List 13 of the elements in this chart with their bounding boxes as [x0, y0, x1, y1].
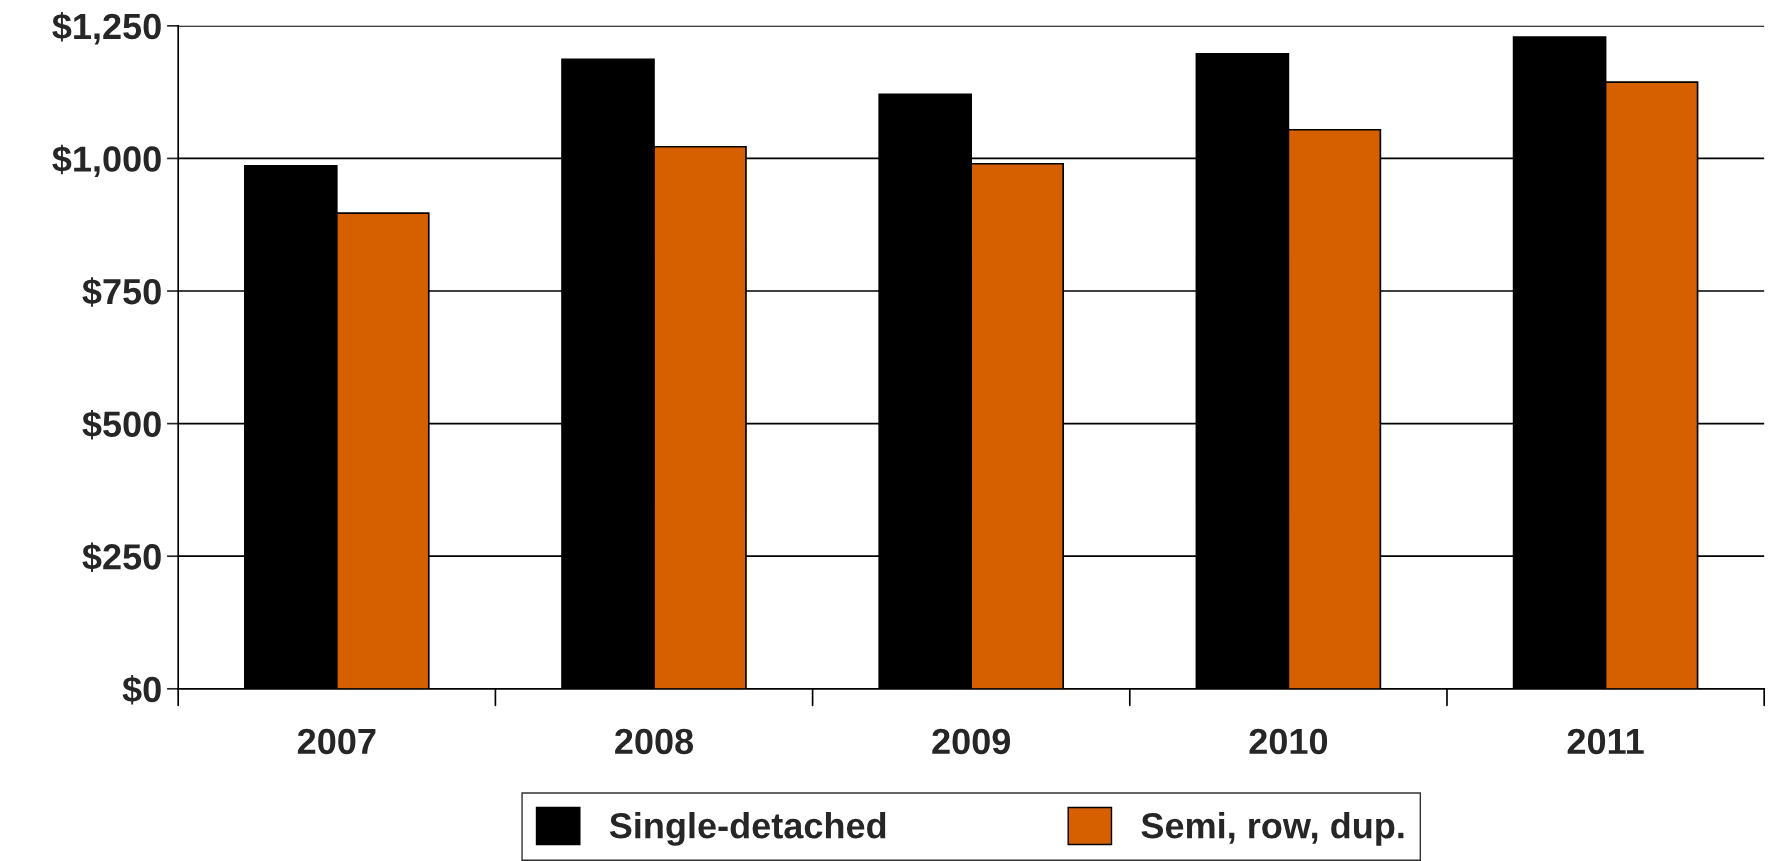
y-tick-label: $1,000 — [52, 144, 161, 178]
y-tick-label: $500 — [82, 409, 161, 440]
x-tick-label: 2011 — [1567, 728, 1644, 755]
x-tick-label: 2009 — [932, 728, 1011, 755]
y-tick-label: $750 — [82, 277, 161, 307]
legend-label: Semi, row, dup. — [1141, 812, 1404, 846]
y-tick-label: $1,250 — [52, 12, 161, 45]
y-tick-label: $0 — [122, 675, 161, 705]
x-tick-label: 2010 — [1249, 728, 1328, 755]
y-tick-label: $250 — [82, 542, 161, 572]
x-tick-label: 2007 — [297, 728, 376, 755]
x-tick-label: 2008 — [615, 728, 694, 755]
legend-label: Single-detached — [609, 812, 886, 846]
